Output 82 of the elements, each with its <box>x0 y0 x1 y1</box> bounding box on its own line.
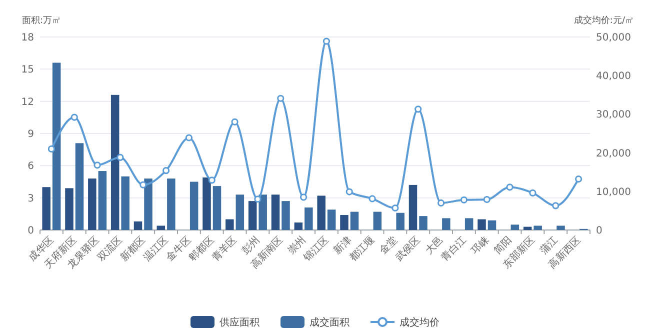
bar <box>442 218 450 230</box>
bar <box>121 176 130 230</box>
bar <box>88 178 96 230</box>
point <box>574 176 582 183</box>
bar <box>327 210 336 230</box>
bar <box>212 186 222 230</box>
bar <box>110 94 120 230</box>
bar <box>271 194 280 230</box>
bar <box>190 182 198 230</box>
legend-label: 成交均价 <box>400 316 440 328</box>
point <box>185 134 193 142</box>
bar <box>134 221 142 230</box>
legend-label: 成交面积 <box>310 316 350 328</box>
point <box>254 196 262 203</box>
y2-tick-label: 10,000 <box>596 186 631 198</box>
bar <box>144 178 152 230</box>
bar <box>488 220 496 230</box>
bar <box>317 196 326 230</box>
point <box>300 194 308 201</box>
bar <box>202 177 211 230</box>
y2-tick-label: 40,000 <box>596 71 631 82</box>
bar <box>350 212 359 230</box>
y-tick-label: 3 <box>28 193 34 204</box>
point <box>368 195 376 202</box>
bar <box>340 214 348 230</box>
bar <box>523 226 532 230</box>
bar <box>98 171 107 230</box>
bar <box>534 226 542 230</box>
bar <box>167 178 176 230</box>
bar <box>52 62 61 230</box>
point <box>231 118 238 126</box>
bar <box>282 201 290 230</box>
point <box>414 106 422 113</box>
bar <box>556 226 565 230</box>
y2-tick-label: 0 <box>596 226 602 236</box>
bar <box>373 212 382 230</box>
point <box>116 154 124 161</box>
y2-axis-title: 成交均价:元/㎡ <box>574 15 634 26</box>
y-tick-label: 15 <box>21 64 34 76</box>
bar <box>248 201 257 230</box>
point <box>506 184 514 191</box>
y-tick-label: 6 <box>28 161 34 172</box>
legend-label: 供应面积 <box>220 316 260 328</box>
bar <box>236 194 244 230</box>
point <box>277 94 284 102</box>
point <box>48 145 56 152</box>
point <box>346 188 353 196</box>
bar <box>419 216 428 230</box>
y2-tick-label: 20,000 <box>596 148 631 160</box>
bar <box>75 143 84 230</box>
bar <box>396 212 404 230</box>
y-tick-label: 0 <box>28 226 34 236</box>
bar <box>304 207 313 230</box>
bar <box>226 219 234 230</box>
point <box>208 176 216 184</box>
point <box>140 181 147 188</box>
bar <box>156 226 166 230</box>
point <box>94 162 101 169</box>
x-tick-label: 邛崃 <box>468 234 492 257</box>
bar <box>478 219 486 230</box>
point <box>437 199 445 207</box>
point <box>392 204 399 212</box>
point <box>552 202 560 210</box>
bar <box>510 224 520 230</box>
point <box>162 167 170 174</box>
bar <box>464 218 474 230</box>
bar <box>258 194 267 230</box>
y2-tick-label: 30,000 <box>596 110 631 121</box>
y-tick-label: 18 <box>21 32 34 44</box>
y2-tick-label: 50,000 <box>596 32 631 44</box>
point <box>529 189 536 196</box>
point <box>460 196 468 204</box>
bar <box>408 184 418 230</box>
point <box>322 38 330 45</box>
point <box>483 196 490 204</box>
y-axis-title: 面积:万㎡ <box>22 16 62 26</box>
bar <box>42 187 50 230</box>
y-tick-label: 12 <box>21 96 34 108</box>
bar <box>294 222 303 230</box>
bar <box>65 188 74 230</box>
y-tick-label: 9 <box>28 129 34 140</box>
point <box>70 114 78 121</box>
